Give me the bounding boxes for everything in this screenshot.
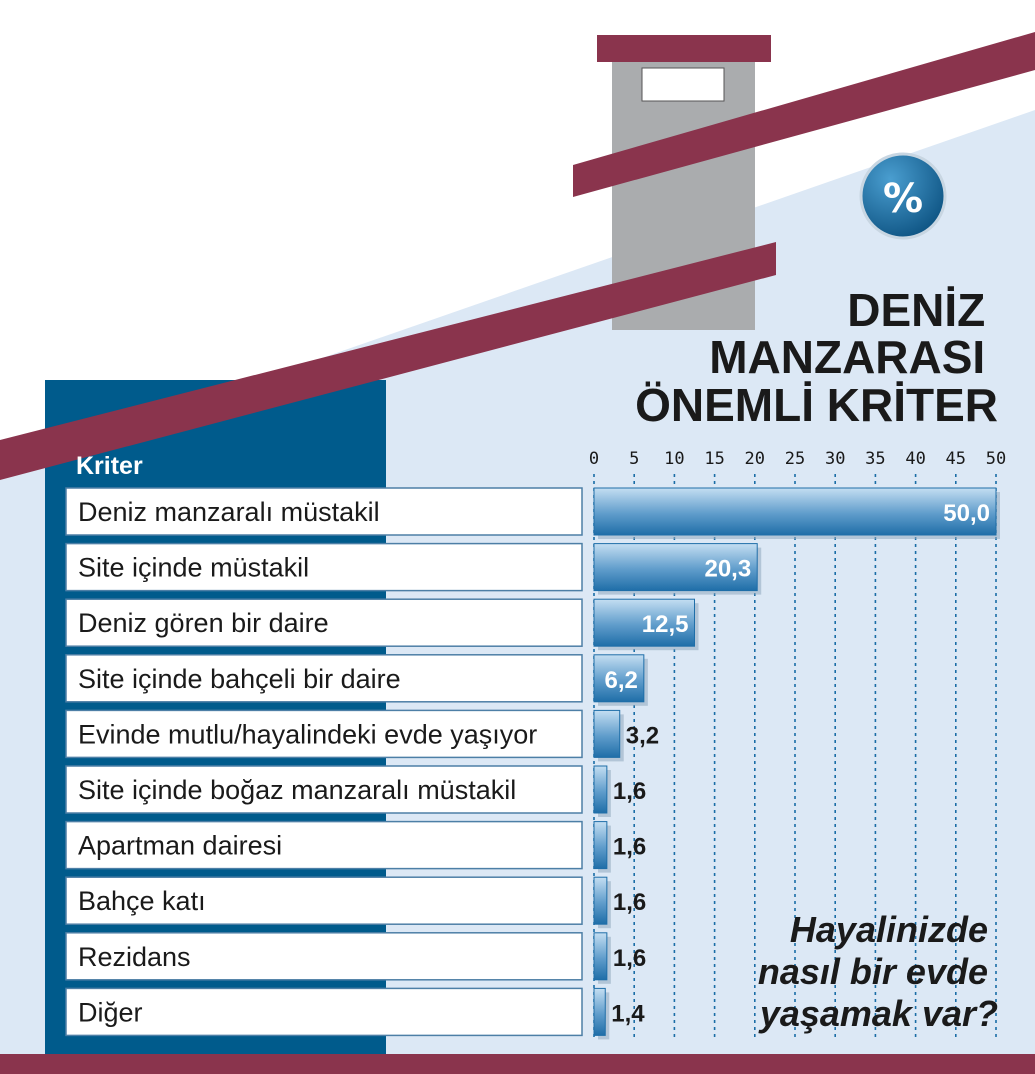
category-rows: Deniz manzaralı müstakil Site içinde müst… xyxy=(65,487,583,1037)
category-header: Kriter xyxy=(76,452,143,480)
category-row xyxy=(65,542,583,592)
bar xyxy=(593,876,608,925)
category-label: Site içinde boğaz manzaralı müstakil xyxy=(78,775,516,805)
chart-title: DENİZ MANZARASI ÖNEMLİ KRİTER xyxy=(635,284,998,431)
bar-value-label: 1,6 xyxy=(613,889,646,916)
bar xyxy=(593,654,645,703)
category-row xyxy=(65,932,583,981)
question-line-1: Hayalinizde xyxy=(790,909,988,950)
upper-roof-beam xyxy=(573,32,1035,197)
bar xyxy=(593,487,997,536)
x-tick-label: 30 xyxy=(825,449,845,469)
category-row xyxy=(65,987,583,1037)
title-line-3: ÖNEMLİ KRİTER xyxy=(635,379,998,431)
category-label: Rezidans xyxy=(78,942,191,972)
category-row xyxy=(65,765,583,814)
x-tick-label: 0 xyxy=(589,449,599,469)
bar-value-label: 1,6 xyxy=(613,945,646,972)
x-tick-label: 25 xyxy=(785,449,805,469)
category-row xyxy=(65,654,583,703)
category-label: Site içinde bahçeli bir daire xyxy=(78,664,401,694)
bar xyxy=(593,821,608,870)
percent-badge: % xyxy=(859,152,947,240)
x-tick-label: 10 xyxy=(664,449,684,469)
main-roof-beam xyxy=(0,242,776,480)
chimney-window xyxy=(641,67,725,102)
category-label: Evinde mutlu/hayalindeki evde yaşıyor xyxy=(78,719,537,749)
bar xyxy=(593,709,621,758)
category-label: Diğer xyxy=(78,997,143,1027)
title-line-2: MANZARASI xyxy=(709,331,985,383)
category-row xyxy=(65,876,583,925)
category-row xyxy=(65,487,583,536)
chimney-cap xyxy=(597,35,771,62)
ground-line xyxy=(0,1054,1035,1074)
category-label: Apartman dairesi xyxy=(78,831,282,861)
bar-value-label: 50,0 xyxy=(943,500,990,527)
category-label: Deniz manzaralı müstakil xyxy=(78,497,380,527)
x-tick-label: 50 xyxy=(986,449,1006,469)
x-tick-label: 45 xyxy=(946,449,966,469)
category-label: Site içinde müstakil xyxy=(78,553,309,583)
x-tick-label: 35 xyxy=(865,449,885,469)
bar xyxy=(593,932,608,981)
bars: 50,0 20,3 12,5 6,2 3,2 1,6 1,6 1,6 1,6 1,4 xyxy=(593,487,1000,1040)
question-line-3: yaşamak var? xyxy=(758,993,998,1034)
bar-value-label: 1,6 xyxy=(613,778,646,805)
x-tick-label: 40 xyxy=(905,449,925,469)
bar xyxy=(593,543,758,592)
category-row xyxy=(65,598,583,647)
bar xyxy=(593,987,606,1036)
bar-value-label: 20,3 xyxy=(704,556,751,583)
survey-question: Hayalinizde nasıl bir evde yaşamak var? xyxy=(758,909,998,1034)
category-label: Deniz gören bir daire xyxy=(78,608,329,638)
title-line-1: DENİZ xyxy=(847,284,985,336)
x-tick-label: 5 xyxy=(629,449,639,469)
bar xyxy=(593,765,608,814)
category-row xyxy=(65,820,583,870)
bar xyxy=(593,598,695,647)
x-axis-ticks: 0 5 10 15 20 25 30 35 40 45 50 xyxy=(589,449,1006,469)
bar-value-label: 6,2 xyxy=(604,667,637,694)
bar-value-label: 3,2 xyxy=(626,722,659,749)
category-label: Bahçe katı xyxy=(78,886,206,916)
category-row xyxy=(65,709,583,759)
bar-value-label: 1,4 xyxy=(611,1000,645,1027)
x-tick-label: 15 xyxy=(704,449,724,469)
question-line-2: nasıl bir evde xyxy=(758,951,988,992)
badge-circle xyxy=(859,152,947,240)
badge-text: % xyxy=(883,176,923,222)
bar-value-label: 1,6 xyxy=(613,834,646,861)
x-tick-label: 20 xyxy=(745,449,765,469)
bar-value-label: 12,5 xyxy=(642,611,689,638)
